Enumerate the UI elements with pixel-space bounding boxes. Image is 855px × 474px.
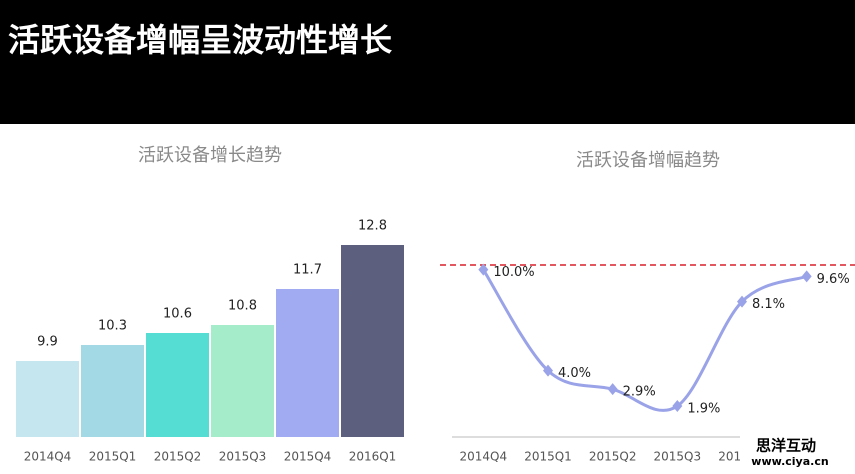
chart-title: 活跃设备增长趋势 — [138, 145, 282, 166]
bar — [276, 289, 339, 437]
bar — [146, 333, 209, 437]
watermark-box — [740, 434, 855, 474]
x-tick-label: 2015Q3 — [219, 450, 267, 464]
data-label: 9.6% — [817, 272, 850, 287]
marker — [543, 364, 553, 377]
x-tick-label: 2014Q4 — [24, 450, 72, 464]
data-label: 10.3 — [98, 319, 127, 334]
x-tick-label: 2015Q1 — [89, 450, 137, 464]
data-label: 2.9% — [623, 385, 656, 400]
data-label: 10.8 — [228, 299, 257, 314]
data-label: 10.0% — [493, 265, 534, 280]
data-label: 4.0% — [558, 366, 591, 381]
data-label: 9.9 — [37, 335, 58, 350]
header-bar — [0, 0, 855, 124]
x-tick-label: 2016Q1 — [349, 450, 397, 464]
marker — [801, 270, 812, 283]
bar — [211, 325, 274, 437]
data-label: 10.6 — [163, 307, 192, 322]
bar — [81, 345, 144, 437]
x-tick-label: 2014Q4 — [460, 450, 508, 464]
plots: 9.9 2014Q4 10.3 2015Q1 10.6 2015Q2 10.8 2015Q3 1… — [16, 219, 850, 464]
x-tick-label: 2015Q2 — [589, 450, 637, 464]
watermark-name: 思洋互动 — [756, 437, 816, 455]
marker — [737, 295, 747, 308]
data-label: 8.1% — [752, 297, 785, 312]
x-tick-label: 2015Q3 — [654, 450, 702, 464]
data-label: 11.7 — [293, 263, 322, 278]
x-tick-label: 2015Q2 — [154, 450, 202, 464]
x-tick-label: 2015Q1 — [524, 450, 572, 464]
x-tick-label: 2015Q4 — [284, 450, 332, 464]
chart-title: 活跃设备增幅趋势 — [576, 150, 720, 171]
bar — [16, 361, 79, 437]
slide-title: 活跃设备增幅呈波动性增长 — [8, 21, 392, 59]
data-label: 12.8 — [358, 219, 387, 234]
watermark-url: www.ciya.cn — [751, 455, 828, 468]
marker — [478, 263, 489, 276]
marker — [607, 383, 618, 396]
data-label: 1.9% — [687, 402, 720, 417]
bar — [341, 245, 404, 437]
marker — [672, 400, 683, 413]
